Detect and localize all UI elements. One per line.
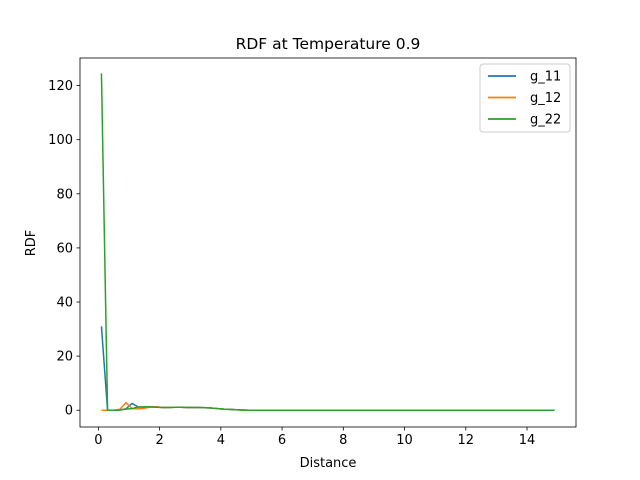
legend-box [479, 63, 571, 133]
legend-label-g-12: g_12 [530, 91, 561, 106]
y-tick-label: 20 [56, 350, 73, 365]
series-layer [100, 73, 555, 411]
chart-title: RDF at Temperature 0.9 [236, 35, 421, 53]
x-tick-label: 10 [396, 433, 413, 448]
x-tick-label: 14 [519, 433, 536, 448]
y-tick-label: 80 [56, 187, 73, 202]
legend-label-g-22: g_22 [530, 113, 561, 128]
y-tick-label: 100 [48, 133, 73, 148]
x-tick-label: 12 [458, 433, 475, 448]
plot-area [79, 57, 577, 428]
x-tick-label: 2 [155, 433, 163, 448]
y-tick-label: 60 [56, 241, 73, 256]
legend: g_11 g_12 g_22 [479, 63, 571, 133]
x-axis-ticks: 0 2 4 6 8 10 12 14 [94, 427, 535, 448]
y-axis-ticks: 0 20 40 60 80 100 120 [48, 79, 80, 419]
y-axis-title: RDF [24, 230, 39, 257]
x-tick-label: 0 [94, 433, 102, 448]
x-tick-label: 4 [217, 433, 225, 448]
axes-border [79, 57, 577, 428]
series-line-g-22 [100, 73, 555, 411]
x-axis-title: Distance [300, 456, 357, 471]
x-tick-label: 6 [278, 433, 286, 448]
y-tick-label: 40 [56, 296, 73, 311]
axes-frame [79, 57, 577, 428]
x-tick-label: 8 [339, 433, 347, 448]
y-tick-label: 0 [65, 404, 73, 419]
y-tick-label: 120 [48, 79, 73, 94]
legend-label-g-11: g_11 [530, 70, 561, 85]
